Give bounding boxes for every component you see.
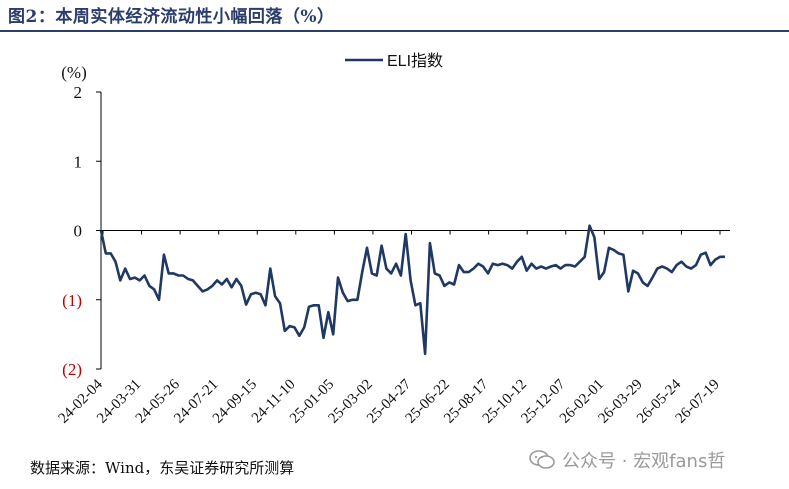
series-line-eli	[99, 224, 725, 356]
watermark: 公众号 · 宏观fans哲	[528, 447, 725, 473]
chart-axes	[96, 91, 730, 370]
x-tick-labels: 24-02-0424-03-3124-05-2624-07-2124-09-15…	[56, 376, 723, 427]
title-divider	[0, 30, 789, 32]
y-tick-label: 0	[74, 222, 83, 241]
legend-label: ELI指数	[387, 52, 443, 70]
watermark-text: 公众号 · 宏观fans哲	[562, 451, 726, 472]
series-lines	[99, 224, 725, 356]
y-axis-unit: (%)	[61, 63, 86, 82]
y-tick-label: (1)	[62, 291, 82, 310]
y-tick-label: 1	[74, 152, 83, 171]
figure-title: 图2：本周实体经济流动性小幅回落（%）	[8, 7, 335, 27]
y-tick-labels: 2 1 0 (1) (2) (%)	[61, 63, 86, 379]
legend: ELI指数	[345, 52, 443, 70]
y-tick-label: 2	[74, 83, 83, 102]
y-tick-label: (2)	[62, 360, 82, 379]
data-source-note: 数据来源：Wind，东吴证券研究所测算	[30, 459, 295, 477]
wechat-icon	[529, 450, 555, 469]
